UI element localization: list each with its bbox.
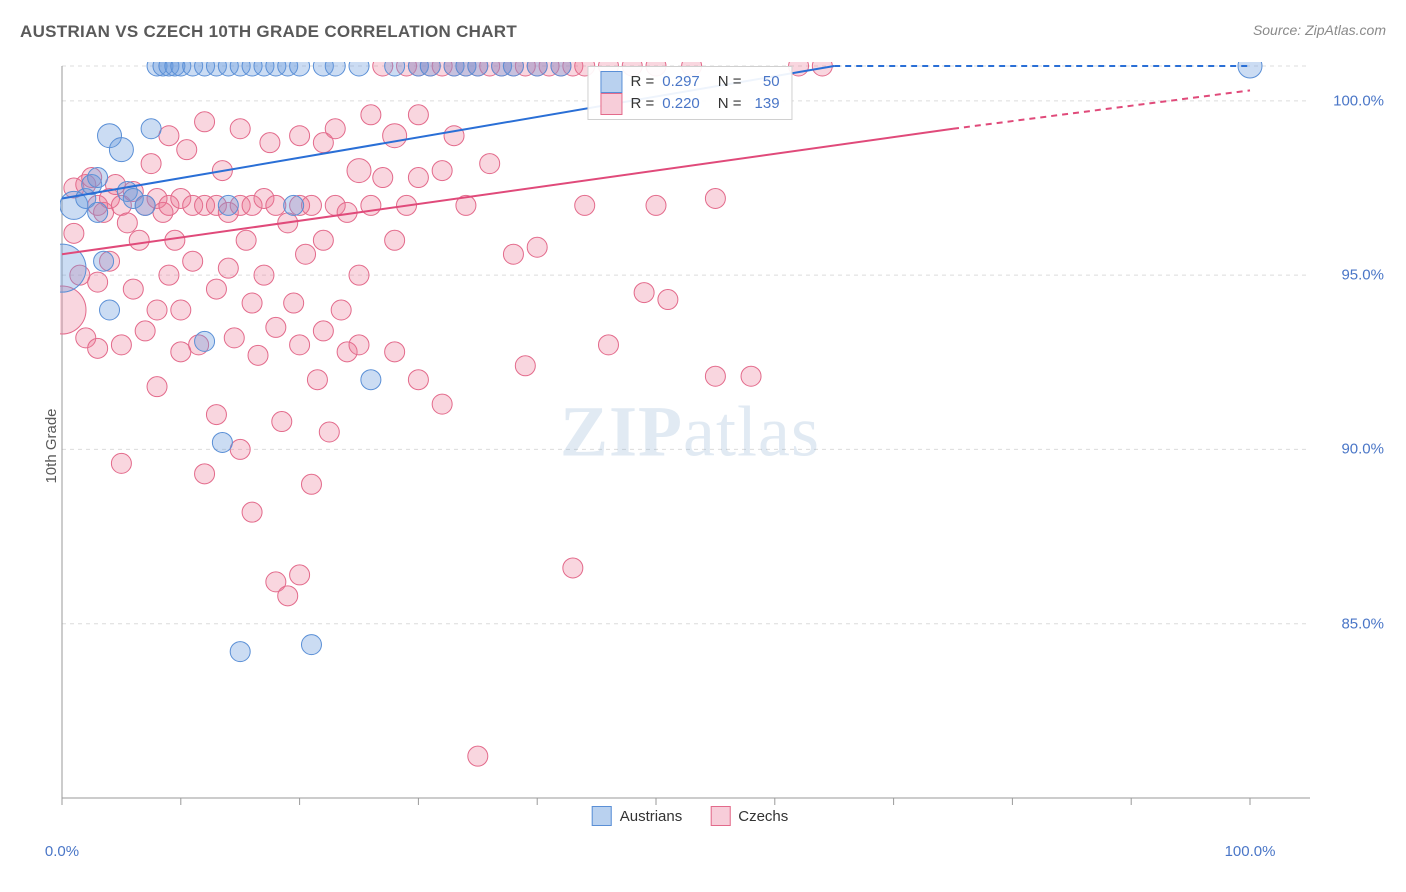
legend-series: Austrians Czechs: [592, 806, 789, 826]
chart-title: AUSTRIAN VS CZECH 10TH GRADE CORRELATION…: [20, 22, 517, 42]
swatch-czechs: [600, 93, 622, 115]
x-tick-label: 100.0%: [1225, 843, 1276, 860]
legend-item-czechs: Czechs: [710, 806, 788, 826]
x-tick-label: 0.0%: [45, 843, 79, 860]
chart-plot: ZIPatlas R = 0.297 N = 50 R = 0.220 N = …: [60, 62, 1320, 832]
source-label: Source: ZipAtlas.com: [1253, 22, 1386, 38]
swatch-austrians-2: [592, 806, 612, 826]
legend-item-austrians: Austrians: [592, 806, 683, 826]
legend-row-austrians: R = 0.297 N = 50: [600, 71, 779, 93]
swatch-austrians: [600, 71, 622, 93]
y-tick-label: 85.0%: [1341, 615, 1384, 632]
y-tick-label: 100.0%: [1333, 92, 1384, 109]
y-tick-label: 95.0%: [1341, 267, 1384, 284]
legend-stats: R = 0.297 N = 50 R = 0.220 N = 139: [587, 66, 792, 120]
swatch-czechs-2: [710, 806, 730, 826]
y-axis-label: 10th Grade: [43, 408, 60, 483]
y-tick-label: 90.0%: [1341, 441, 1384, 458]
legend-row-czechs: R = 0.220 N = 139: [600, 93, 779, 115]
chart-svg: [60, 62, 1320, 832]
